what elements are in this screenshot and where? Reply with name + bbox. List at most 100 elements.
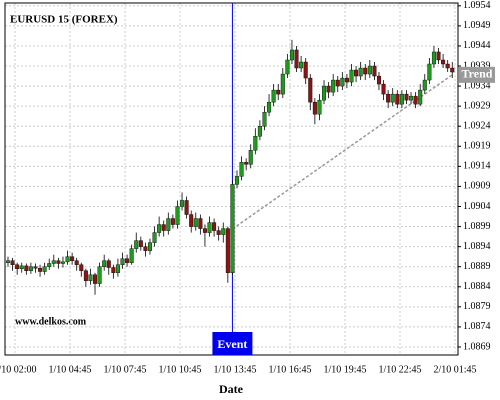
x-tick-label: 2/10 01:45	[433, 364, 476, 375]
x-tick-label: 1/10 07:45	[103, 364, 146, 375]
candle-body	[10, 260, 15, 265]
candle-body	[271, 89, 276, 103]
watermark: www.delkos.com	[15, 316, 87, 327]
y-tick-label: 1.0924	[463, 121, 491, 132]
y-tick-label: 1.0929	[463, 100, 491, 111]
candle-body	[170, 218, 175, 225]
y-tick-label: 1.0874	[463, 321, 491, 332]
candle-body	[445, 63, 450, 69]
candle-body	[349, 69, 354, 83]
candle-body	[280, 73, 285, 95]
candle-body	[33, 266, 38, 269]
candle-body	[106, 260, 111, 268]
candle-body	[267, 101, 272, 113]
y-tick-label: 1.0889	[463, 261, 491, 272]
candle-body	[180, 200, 185, 207]
candle-body	[303, 61, 308, 79]
candle-body	[326, 85, 331, 93]
candle-body	[56, 260, 61, 264]
candle-body	[230, 184, 235, 273]
candle-body	[344, 77, 349, 83]
candle-body	[38, 268, 43, 272]
y-tick-label: 1.0914	[463, 161, 491, 172]
candle-body	[138, 240, 143, 247]
candle-body	[65, 256, 70, 263]
candle-body	[386, 93, 391, 103]
candle-body	[312, 101, 317, 115]
candle-body	[120, 258, 125, 265]
x-tick-label: 1/10 02:00	[0, 364, 37, 375]
candle-body	[363, 67, 368, 75]
candle-body	[125, 258, 130, 263]
candle-body	[28, 266, 33, 271]
candle-body	[207, 222, 212, 233]
candle-body	[372, 65, 377, 77]
candle-body	[147, 242, 152, 251]
candle-body	[299, 61, 304, 69]
candle-body	[221, 228, 226, 235]
candle-body	[74, 260, 79, 265]
candle-body	[79, 264, 84, 271]
candle-body	[248, 150, 253, 165]
candle-body	[88, 274, 93, 281]
candle-body	[409, 95, 414, 101]
candle-body	[317, 99, 322, 115]
candle-body	[376, 75, 381, 85]
x-tick-label: 1/10 04:45	[48, 364, 91, 375]
candle-body	[308, 77, 313, 103]
y-tick-label: 1.0909	[463, 181, 491, 192]
candle-body	[19, 265, 24, 269]
candle-body	[354, 69, 359, 77]
candle-body	[216, 230, 221, 235]
candle-body	[399, 93, 404, 105]
candle-body	[175, 206, 180, 225]
candle-body	[322, 85, 327, 101]
candle-body	[93, 274, 98, 284]
candle-body	[367, 65, 372, 75]
candle-body	[450, 67, 455, 73]
y-tick-label: 1.0949	[463, 20, 491, 31]
candle-body	[70, 256, 75, 261]
candle-body	[51, 260, 56, 264]
candle-body	[431, 51, 436, 65]
candle-body	[422, 79, 427, 91]
candle-body	[111, 267, 116, 273]
candle-body	[340, 77, 345, 87]
y-tick-label: 1.0904	[463, 201, 491, 212]
candle-body	[436, 51, 441, 61]
candle-body	[212, 222, 217, 231]
event-label: Event	[217, 337, 247, 351]
candle-body	[244, 162, 249, 165]
candle-body	[335, 79, 340, 87]
event-label-box	[212, 332, 253, 355]
y-tick-label: 1.0879	[463, 301, 491, 312]
trend-label: Trend	[462, 67, 493, 81]
candle-body	[381, 83, 386, 95]
candle-body	[60, 261, 65, 264]
candle-body	[166, 218, 171, 231]
y-tick-label: 1.0899	[463, 221, 491, 232]
candle-body	[427, 63, 432, 81]
candle-body	[42, 266, 47, 272]
candle-body	[143, 246, 148, 251]
candle-body	[441, 59, 446, 65]
x-tick-label: 1/10 22:45	[378, 364, 421, 375]
candle-body	[289, 49, 294, 61]
candle-body	[225, 228, 230, 273]
candle-body	[358, 67, 363, 77]
candle-body	[115, 264, 120, 273]
y-tick-label: 1.0884	[463, 281, 491, 292]
candle-body	[285, 59, 290, 75]
x-tick-label: 1/10 16:45	[268, 364, 311, 375]
x-tick-label: 1/10 19:45	[323, 364, 366, 375]
candle-body	[161, 224, 166, 231]
candle-body	[390, 93, 395, 103]
y-tick-label: 1.0944	[463, 40, 491, 51]
candle-body	[152, 232, 157, 243]
x-tick-label: 1/10 10:45	[158, 364, 201, 375]
candle-body	[257, 126, 262, 137]
candle-body	[198, 218, 203, 229]
candle-body	[15, 264, 20, 269]
y-tick-label: 1.0939	[463, 60, 491, 71]
